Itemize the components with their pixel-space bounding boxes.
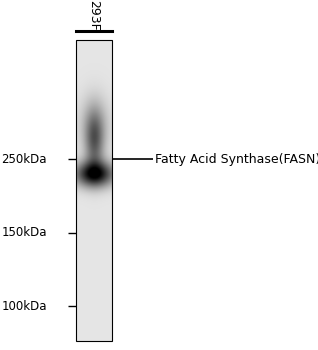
Text: Fatty Acid Synthase(FASN): Fatty Acid Synthase(FASN) [155,153,318,166]
Text: 100kDa: 100kDa [2,300,47,313]
Bar [76,40,112,341]
Text: 150kDa: 150kDa [2,226,47,239]
Text: 250kDa: 250kDa [2,153,47,166]
Text: 293F: 293F [87,0,100,31]
